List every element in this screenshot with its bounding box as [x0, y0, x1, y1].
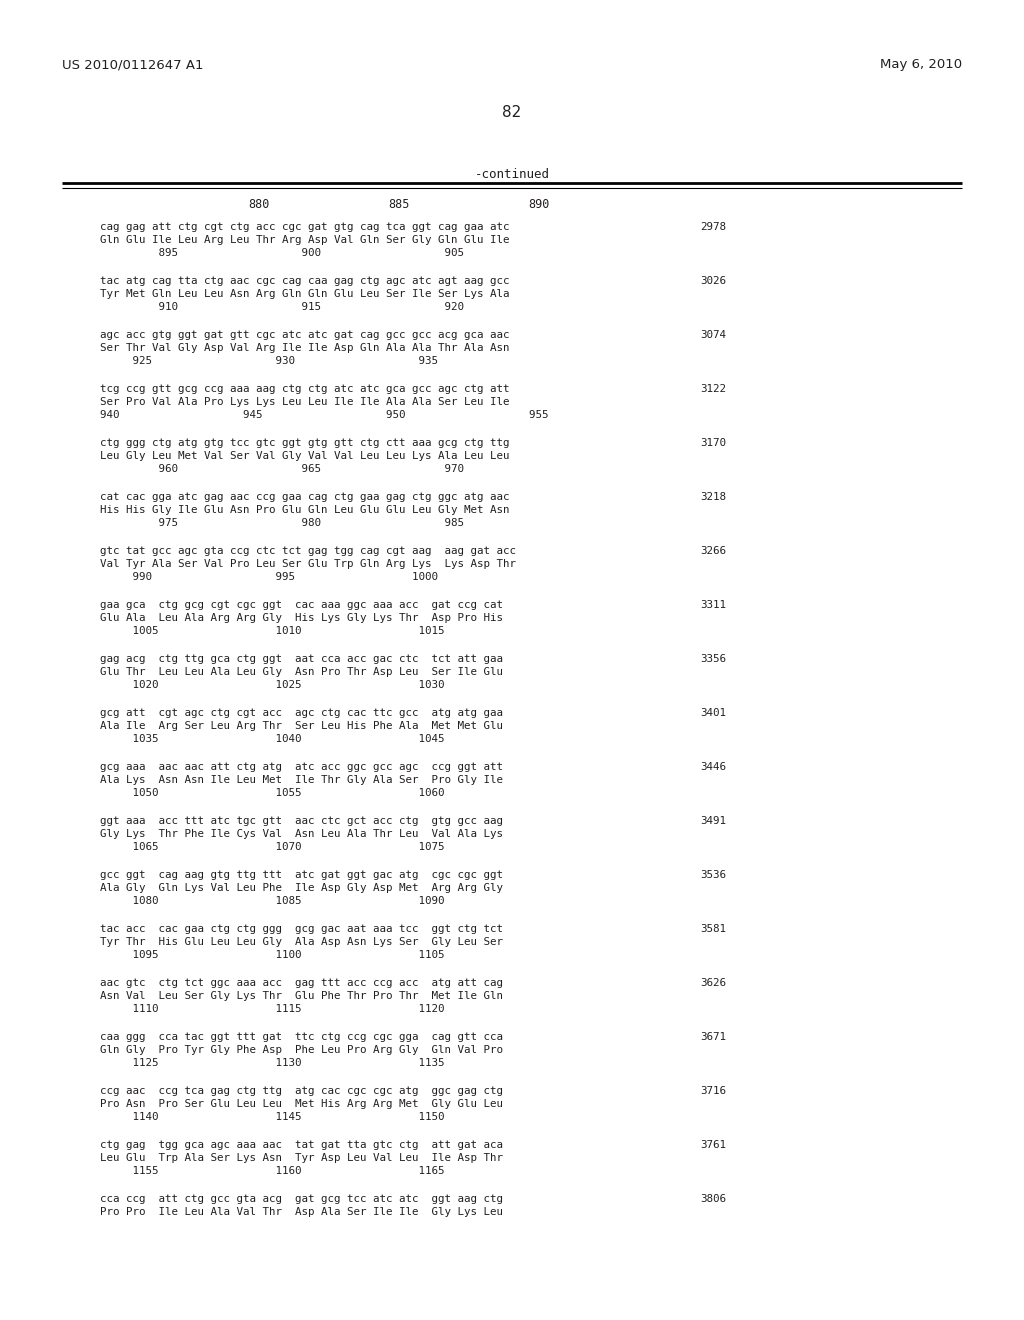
Text: 3536: 3536: [700, 870, 726, 880]
Text: 3170: 3170: [700, 438, 726, 447]
Text: 3671: 3671: [700, 1032, 726, 1041]
Text: 3626: 3626: [700, 978, 726, 987]
Text: gcc ggt  cag aag gtg ttg ttt  atc gat ggt gac atg  cgc cgc ggt: gcc ggt cag aag gtg ttg ttt atc gat ggt …: [100, 870, 503, 880]
Text: 3446: 3446: [700, 762, 726, 772]
Text: ctg ggg ctg atg gtg tcc gtc ggt gtg gtt ctg ctt aaa gcg ctg ttg: ctg ggg ctg atg gtg tcc gtc ggt gtg gtt …: [100, 438, 510, 447]
Text: 1035                  1040                  1045: 1035 1040 1045: [100, 734, 444, 744]
Text: Asn Val  Leu Ser Gly Lys Thr  Glu Phe Thr Pro Thr  Met Ile Gln: Asn Val Leu Ser Gly Lys Thr Glu Phe Thr …: [100, 991, 503, 1001]
Text: gaa gca  ctg gcg cgt cgc ggt  cac aaa ggc aaa acc  gat ccg cat: gaa gca ctg gcg cgt cgc ggt cac aaa ggc …: [100, 601, 503, 610]
Text: gcg att  cgt agc ctg cgt acc  agc ctg cac ttc gcc  atg atg gaa: gcg att cgt agc ctg cgt acc agc ctg cac …: [100, 708, 503, 718]
Text: 960                   965                   970: 960 965 970: [100, 465, 464, 474]
Text: 925                   930                   935: 925 930 935: [100, 356, 438, 366]
Text: US 2010/0112647 A1: US 2010/0112647 A1: [62, 58, 204, 71]
Text: gtc tat gcc agc gta ccg ctc tct gag tgg cag cgt aag  aag gat acc: gtc tat gcc agc gta ccg ctc tct gag tgg …: [100, 546, 516, 556]
Text: 3074: 3074: [700, 330, 726, 341]
Text: Pro Asn  Pro Ser Glu Leu Leu  Met His Arg Arg Met  Gly Glu Leu: Pro Asn Pro Ser Glu Leu Leu Met His Arg …: [100, 1100, 503, 1109]
Text: Ala Lys  Asn Asn Ile Leu Met  Ile Thr Gly Ala Ser  Pro Gly Ile: Ala Lys Asn Asn Ile Leu Met Ile Thr Gly …: [100, 775, 503, 785]
Text: 885: 885: [388, 198, 410, 211]
Text: 3716: 3716: [700, 1086, 726, 1096]
Text: Gln Gly  Pro Tyr Gly Phe Asp  Phe Leu Pro Arg Gly  Gln Val Pro: Gln Gly Pro Tyr Gly Phe Asp Phe Leu Pro …: [100, 1045, 503, 1055]
Text: 1125                  1130                  1135: 1125 1130 1135: [100, 1059, 444, 1068]
Text: aac gtc  ctg tct ggc aaa acc  gag ttt acc ccg acc  atg att cag: aac gtc ctg tct ggc aaa acc gag ttt acc …: [100, 978, 503, 987]
Text: 3401: 3401: [700, 708, 726, 718]
Text: Leu Gly Leu Met Val Ser Val Gly Val Val Leu Leu Lys Ala Leu Leu: Leu Gly Leu Met Val Ser Val Gly Val Val …: [100, 451, 510, 461]
Text: 3356: 3356: [700, 653, 726, 664]
Text: Leu Glu  Trp Ala Ser Lys Asn  Tyr Asp Leu Val Leu  Ile Asp Thr: Leu Glu Trp Ala Ser Lys Asn Tyr Asp Leu …: [100, 1152, 503, 1163]
Text: tac atg cag tta ctg aac cgc cag caa gag ctg agc atc agt aag gcc: tac atg cag tta ctg aac cgc cag caa gag …: [100, 276, 510, 286]
Text: Ser Pro Val Ala Pro Lys Lys Leu Leu Ile Ile Ala Ala Ser Leu Ile: Ser Pro Val Ala Pro Lys Lys Leu Leu Ile …: [100, 397, 510, 407]
Text: 1080                  1085                  1090: 1080 1085 1090: [100, 896, 444, 906]
Text: caa ggg  cca tac ggt ttt gat  ttc ctg ccg cgc gga  cag gtt cca: caa ggg cca tac ggt ttt gat ttc ctg ccg …: [100, 1032, 503, 1041]
Text: Ala Ile  Arg Ser Leu Arg Thr  Ser Leu His Phe Ala  Met Met Glu: Ala Ile Arg Ser Leu Arg Thr Ser Leu His …: [100, 721, 503, 731]
Text: 3311: 3311: [700, 601, 726, 610]
Text: 3218: 3218: [700, 492, 726, 502]
Text: 975                   980                   985: 975 980 985: [100, 517, 464, 528]
Text: 82: 82: [503, 106, 521, 120]
Text: cat cac gga atc gag aac ccg gaa cag ctg gaa gag ctg ggc atg aac: cat cac gga atc gag aac ccg gaa cag ctg …: [100, 492, 510, 502]
Text: tcg ccg gtt gcg ccg aaa aag ctg ctg atc atc gca gcc agc ctg att: tcg ccg gtt gcg ccg aaa aag ctg ctg atc …: [100, 384, 510, 393]
Text: 1140                  1145                  1150: 1140 1145 1150: [100, 1111, 444, 1122]
Text: 1110                  1115                  1120: 1110 1115 1120: [100, 1005, 444, 1014]
Text: May 6, 2010: May 6, 2010: [880, 58, 962, 71]
Text: Gln Glu Ile Leu Arg Leu Thr Arg Asp Val Gln Ser Gly Gln Glu Ile: Gln Glu Ile Leu Arg Leu Thr Arg Asp Val …: [100, 235, 510, 246]
Text: 910                   915                   920: 910 915 920: [100, 302, 464, 312]
Text: 1155                  1160                  1165: 1155 1160 1165: [100, 1166, 444, 1176]
Text: 890: 890: [528, 198, 549, 211]
Text: 3026: 3026: [700, 276, 726, 286]
Text: tac acc  cac gaa ctg ctg ggg  gcg gac aat aaa tcc  ggt ctg tct: tac acc cac gaa ctg ctg ggg gcg gac aat …: [100, 924, 503, 935]
Text: 3266: 3266: [700, 546, 726, 556]
Text: 3122: 3122: [700, 384, 726, 393]
Text: 990                   995                  1000: 990 995 1000: [100, 572, 438, 582]
Text: cca ccg  att ctg gcc gta acg  gat gcg tcc atc atc  ggt aag ctg: cca ccg att ctg gcc gta acg gat gcg tcc …: [100, 1195, 503, 1204]
Text: Tyr Met Gln Leu Leu Asn Arg Gln Gln Glu Leu Ser Ile Ser Lys Ala: Tyr Met Gln Leu Leu Asn Arg Gln Gln Glu …: [100, 289, 510, 300]
Text: 2978: 2978: [700, 222, 726, 232]
Text: cag gag att ctg cgt ctg acc cgc gat gtg cag tca ggt cag gaa atc: cag gag att ctg cgt ctg acc cgc gat gtg …: [100, 222, 510, 232]
Text: ggt aaa  acc ttt atc tgc gtt  aac ctc gct acc ctg  gtg gcc aag: ggt aaa acc ttt atc tgc gtt aac ctc gct …: [100, 816, 503, 826]
Text: gcg aaa  aac aac att ctg atg  atc acc ggc gcc agc  ccg ggt att: gcg aaa aac aac att ctg atg atc acc ggc …: [100, 762, 503, 772]
Text: Ser Thr Val Gly Asp Val Arg Ile Ile Asp Gln Ala Ala Thr Ala Asn: Ser Thr Val Gly Asp Val Arg Ile Ile Asp …: [100, 343, 510, 352]
Text: Pro Pro  Ile Leu Ala Val Thr  Asp Ala Ser Ile Ile  Gly Lys Leu: Pro Pro Ile Leu Ala Val Thr Asp Ala Ser …: [100, 1206, 503, 1217]
Text: 3806: 3806: [700, 1195, 726, 1204]
Text: gag acg  ctg ttg gca ctg ggt  aat cca acc gac ctc  tct att gaa: gag acg ctg ttg gca ctg ggt aat cca acc …: [100, 653, 503, 664]
Text: Gly Lys  Thr Phe Ile Cys Val  Asn Leu Ala Thr Leu  Val Ala Lys: Gly Lys Thr Phe Ile Cys Val Asn Leu Ala …: [100, 829, 503, 840]
Text: Val Tyr Ala Ser Val Pro Leu Ser Glu Trp Gln Arg Lys  Lys Asp Thr: Val Tyr Ala Ser Val Pro Leu Ser Glu Trp …: [100, 558, 516, 569]
Text: 940                   945                   950                   955: 940 945 950 955: [100, 411, 549, 420]
Text: 3491: 3491: [700, 816, 726, 826]
Text: -continued: -continued: [474, 168, 550, 181]
Text: agc acc gtg ggt gat gtt cgc atc atc gat cag gcc gcc acg gca aac: agc acc gtg ggt gat gtt cgc atc atc gat …: [100, 330, 510, 341]
Text: Tyr Thr  His Glu Leu Leu Gly  Ala Asp Asn Lys Ser  Gly Leu Ser: Tyr Thr His Glu Leu Leu Gly Ala Asp Asn …: [100, 937, 503, 946]
Text: 1095                  1100                  1105: 1095 1100 1105: [100, 950, 444, 960]
Text: 1020                  1025                  1030: 1020 1025 1030: [100, 680, 444, 690]
Text: 880: 880: [248, 198, 269, 211]
Text: Glu Thr  Leu Leu Ala Leu Gly  Asn Pro Thr Asp Leu  Ser Ile Glu: Glu Thr Leu Leu Ala Leu Gly Asn Pro Thr …: [100, 667, 503, 677]
Text: 1065                  1070                  1075: 1065 1070 1075: [100, 842, 444, 851]
Text: ccg aac  ccg tca gag ctg ttg  atg cac cgc cgc atg  ggc gag ctg: ccg aac ccg tca gag ctg ttg atg cac cgc …: [100, 1086, 503, 1096]
Text: 3581: 3581: [700, 924, 726, 935]
Text: 1050                  1055                  1060: 1050 1055 1060: [100, 788, 444, 799]
Text: Glu Ala  Leu Ala Arg Arg Gly  His Lys Gly Lys Thr  Asp Pro His: Glu Ala Leu Ala Arg Arg Gly His Lys Gly …: [100, 612, 503, 623]
Text: 3761: 3761: [700, 1140, 726, 1150]
Text: His His Gly Ile Glu Asn Pro Glu Gln Leu Glu Glu Leu Gly Met Asn: His His Gly Ile Glu Asn Pro Glu Gln Leu …: [100, 506, 510, 515]
Text: 895                   900                   905: 895 900 905: [100, 248, 464, 257]
Text: 1005                  1010                  1015: 1005 1010 1015: [100, 626, 444, 636]
Text: ctg gag  tgg gca agc aaa aac  tat gat tta gtc ctg  att gat aca: ctg gag tgg gca agc aaa aac tat gat tta …: [100, 1140, 503, 1150]
Text: Ala Gly  Gln Lys Val Leu Phe  Ile Asp Gly Asp Met  Arg Arg Gly: Ala Gly Gln Lys Val Leu Phe Ile Asp Gly …: [100, 883, 503, 894]
